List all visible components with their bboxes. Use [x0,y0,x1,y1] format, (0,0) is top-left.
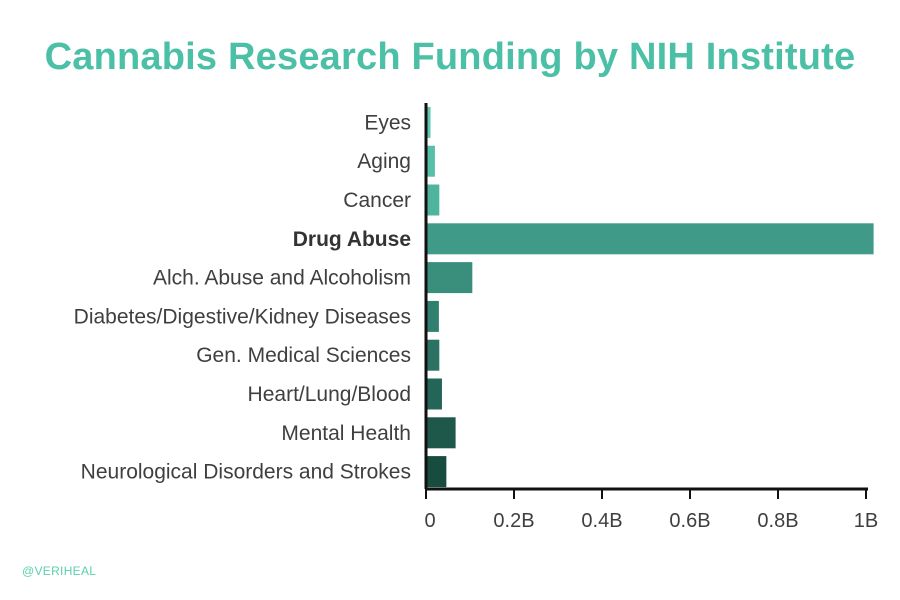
chart-title: Cannabis Research Funding by NIH Institu… [44,36,856,78]
bar-gen-medical-sciences [427,339,440,371]
category-label-aging: Aging [357,150,411,173]
bar-cancer [427,184,440,216]
x-tick-label: 0.2B [493,510,534,532]
x-tick-label: 0.6B [669,510,710,532]
category-label-heart-lung-blood: Heart/Lung/Blood [248,383,411,406]
x-tick-label: 0.8B [757,510,798,532]
category-label-cancer: Cancer [343,189,411,212]
bar-alch-abuse-and-alcoholism [427,262,473,294]
category-label-diabetes-digestive-kidney-diseases: Diabetes/Digestive/Kidney Diseases [74,305,411,328]
bar-aging [427,145,435,177]
bar-drug-abuse [427,223,874,255]
watermark: @VERIHEAL [22,564,97,578]
x-tick-label: 1B [854,510,878,532]
category-label-alch-abuse-and-alcoholism: Alch. Abuse and Alcoholism [153,267,411,290]
bar-mental-health [427,417,456,449]
category-label-eyes: Eyes [364,111,411,134]
x-tick-label: 0 [424,510,435,532]
bar-eyes [427,106,431,138]
x-tick-label: 0.4B [581,510,622,532]
category-label-gen-medical-sciences: Gen. Medical Sciences [196,344,411,367]
bar-neurological-disorders-and-strokes [427,456,447,488]
category-label-mental-health: Mental Health [281,422,411,445]
bar-heart-lung-blood [427,378,442,410]
bar-diabetes-digestive-kidney-diseases [427,300,439,332]
category-label-neurological-disorders-and-strokes: Neurological Disorders and Strokes [81,461,411,484]
category-label-drug-abuse: Drug Abuse [293,228,411,251]
